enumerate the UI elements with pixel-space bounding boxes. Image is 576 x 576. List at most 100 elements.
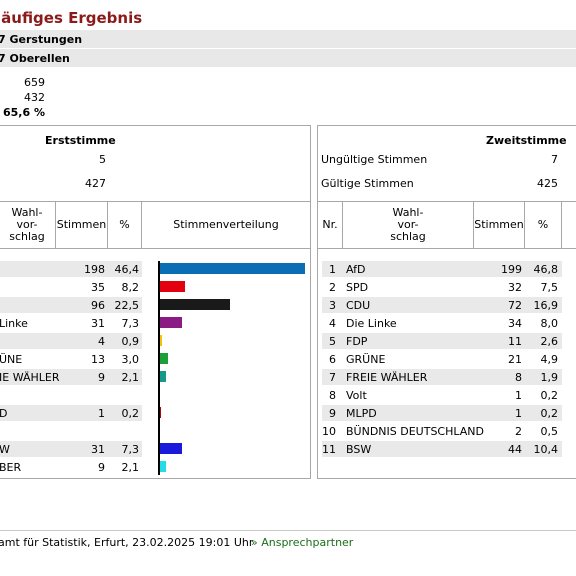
erst-pct: 7,3 [121,317,140,330]
erst-pct: 2,1 [121,461,140,474]
zweit-nr: 10 [322,425,336,438]
erststimme-header: Erststimme [45,134,116,147]
erst-valid-value: 427 [85,177,106,190]
zweit-votes: 1 [515,407,522,420]
erst-row: 35 8,2 [0,279,310,295]
zweit-party-name: BÜNDNIS DEUTSCHLAND [346,425,484,438]
vote-share-bar [159,443,182,454]
erst-votes: 13 [91,353,105,366]
zweit-votes: 2 [515,425,522,438]
erst-col-stimmen: Stimmen [56,202,108,248]
zweit-party-name: AfD [346,263,366,276]
erst-pct: 2,1 [121,371,140,384]
erst-party-name: W [0,443,10,456]
summary-value-2: 432 [24,91,45,104]
zweit-valid-value: 425 [537,177,558,190]
zweit-row: 8 Volt 1 0,2 [318,387,576,403]
zweit-nr: 7 [329,371,336,384]
zweit-pct: 2,6 [540,335,559,348]
erst-pct: 3,0 [121,353,140,366]
zweit-votes: 34 [508,317,522,330]
zweit-votes: 199 [501,263,522,276]
zweitstimme-header: Zweitstimme [486,134,567,147]
erst-votes: 96 [91,299,105,312]
erst-table-header: Wahl- vor- schlag Stimmen % Stimmenverte… [0,201,310,249]
zweit-invalid-label: Ungültige Stimmen [321,153,428,166]
zweit-table-header: Nr. Wahl- vor- schlag Stimmen % [318,201,576,249]
erst-row: 4 0,9 [0,333,310,349]
vote-share-bar [159,353,169,364]
erst-pct: 46,4 [114,263,140,276]
erst-row [0,423,310,439]
erst-row: W 31 7,3 [0,441,310,457]
zweit-pct: 46,8 [533,263,559,276]
erst-votes: 31 [91,443,105,456]
zweit-party-name: Die Linke [346,317,397,330]
erst-votes: 31 [91,317,105,330]
vote-share-bar [159,407,161,418]
zweit-party-name: SPD [346,281,369,294]
zweit-nr: 11 [322,443,336,456]
vote-share-bar [159,335,162,346]
erst-party-name: D [0,407,8,420]
zweit-votes: 1 [515,389,522,402]
zweit-pct: 0,2 [540,407,559,420]
erst-pct: 7,3 [121,443,140,456]
erst-invalid-value: 5 [99,153,106,166]
erst-col-wahlvorschlag: Wahl- vor- schlag [0,202,56,248]
erst-votes: 4 [98,335,105,348]
zweit-party-name: MLPD [346,407,377,420]
zweit-party-name: GRÜNE [346,353,386,366]
municipality-label: 7 Oberellen [0,52,70,65]
erst-row: ÜNE 13 3,0 [0,351,310,367]
zweit-party-name: BSW [346,443,372,456]
vote-share-bar [159,281,185,292]
erst-pct: 8,2 [121,281,140,294]
zweit-col-pct: % [525,202,562,248]
zweit-votes: 21 [508,353,522,366]
zweit-pct: 1,9 [540,371,559,384]
erst-votes: 9 [98,371,105,384]
erst-pct: 0,2 [121,407,140,420]
vote-share-bar [159,461,166,472]
zweit-party-name: Volt [346,389,367,402]
zweit-pct: 8,0 [540,317,559,330]
erst-row: 198 46,4 [0,261,310,277]
zweit-col-stimmen: Stimmen [474,202,525,248]
zweit-votes: 32 [508,281,522,294]
zweit-nr: 6 [329,353,336,366]
zweit-votes: 72 [508,299,522,312]
erst-votes: 1 [98,407,105,420]
zweit-pct: 0,2 [540,389,559,402]
zweit-row: 9 MLPD 1 0,2 [318,405,576,421]
vote-share-bar [159,317,182,328]
footer-divider [0,530,576,531]
zweit-votes: 8 [515,371,522,384]
zweit-nr: 5 [329,335,336,348]
zweit-col-wahlvorschlag: Wahl- vor- schlag [343,202,474,248]
erst-pct: 22,5 [114,299,140,312]
erst-col-pct: % [108,202,142,248]
erst-row: D 1 0,2 [0,405,310,421]
zweit-row: 3 CDU 72 16,9 [318,297,576,313]
zweit-party-name: FDP [346,335,368,348]
erst-party-name: BER [0,461,22,474]
zweit-col-nr: Nr. [318,202,343,248]
erst-votes: 198 [84,263,105,276]
contact-link[interactable]: » Ansprechpartner [251,536,354,549]
turnout-value: 65,6 % [3,106,45,119]
municipality-band: 7 Oberellen [0,49,576,67]
erst-row: IE WÄHLER 9 2,1 [0,369,310,385]
zweit-pct: 10,4 [533,443,559,456]
zweit-nr: 8 [329,389,336,402]
erst-col-verteilung: Stimmenverteilung [173,218,279,231]
zweit-party-name: FREIE WÄHLER [346,371,428,384]
erst-votes: 35 [91,281,105,294]
vote-share-bar [159,299,230,310]
zweit-nr: 9 [329,407,336,420]
zweit-pct: 7,5 [540,281,559,294]
zweit-row: 11 BSW 44 10,4 [318,441,576,457]
zweit-row: 1 AfD 199 46,8 [318,261,576,277]
zweit-nr: 3 [329,299,336,312]
zweit-nr: 4 [329,317,336,330]
